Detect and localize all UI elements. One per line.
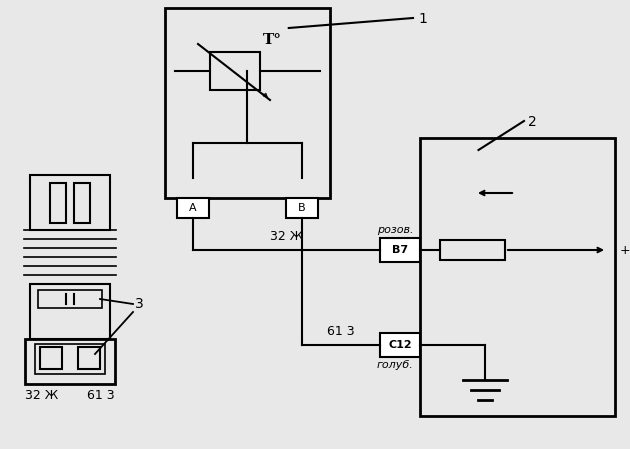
Bar — [440, 240, 505, 260]
Text: розов.: розов. — [377, 225, 413, 235]
Text: B7: B7 — [392, 245, 408, 255]
Bar — [380, 238, 420, 262]
Text: 3: 3 — [135, 297, 144, 311]
Bar — [380, 333, 420, 357]
Bar — [74, 183, 90, 223]
Text: 32 Ж: 32 Ж — [270, 230, 303, 243]
Text: 1: 1 — [418, 12, 427, 26]
Text: 61 3: 61 3 — [88, 389, 115, 402]
Bar — [30, 284, 110, 339]
Text: 61 3: 61 3 — [327, 325, 355, 338]
Bar — [50, 183, 66, 223]
Text: C12: C12 — [388, 340, 412, 350]
Text: T°: T° — [263, 33, 282, 47]
Text: 2: 2 — [528, 115, 537, 129]
Bar — [286, 198, 318, 218]
Bar — [38, 290, 102, 308]
Bar — [30, 175, 110, 230]
Text: B: B — [298, 203, 306, 213]
Text: A: A — [189, 203, 197, 213]
Bar — [165, 8, 330, 198]
Bar — [210, 52, 260, 90]
Bar — [40, 347, 62, 369]
Text: 32 Ж: 32 Ж — [25, 389, 58, 402]
Bar — [35, 344, 105, 374]
Bar — [78, 347, 100, 369]
Text: голуб.: голуб. — [377, 360, 413, 370]
Text: +5 В: +5 В — [620, 243, 630, 256]
Bar — [177, 198, 209, 218]
Bar — [420, 138, 615, 416]
Bar — [25, 339, 115, 384]
